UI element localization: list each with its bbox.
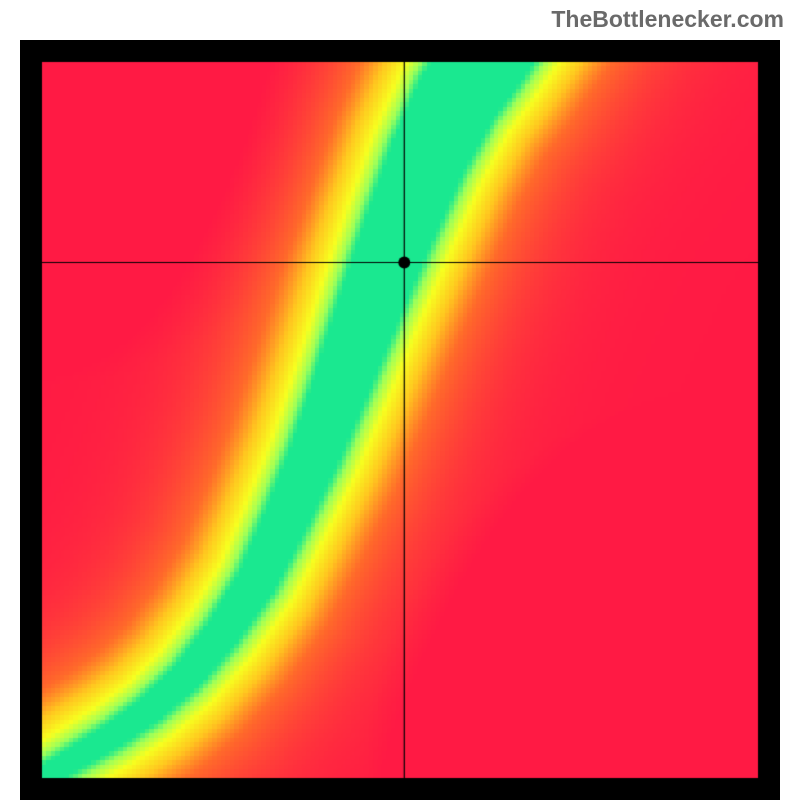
bottleneck-heatmap (20, 40, 780, 800)
watermark-text: TheBottlenecker.com (551, 6, 784, 33)
heatmap-canvas (20, 40, 780, 800)
